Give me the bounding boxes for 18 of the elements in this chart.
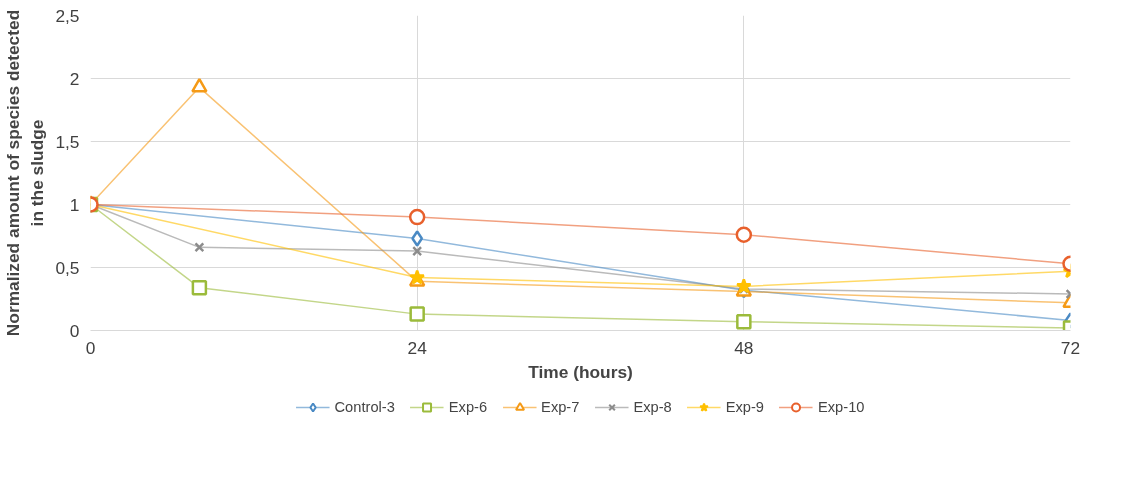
y-tick-label: 2,5 xyxy=(55,5,80,26)
x-axis-title: Time (hours) xyxy=(528,361,633,382)
legend-label: Exp-6 xyxy=(448,398,488,415)
y-tick-label: 0 xyxy=(69,320,80,341)
y-tick-label: 0,5 xyxy=(55,257,80,278)
x-tick-label: 24 xyxy=(407,337,428,358)
legend-label: Exp-8 xyxy=(633,398,672,415)
legend-label: Control-3 xyxy=(334,398,395,415)
y-axis-title: Normalized amount of species detected in the sludge xyxy=(3,9,48,337)
legend-label: Exp-9 xyxy=(725,398,765,415)
x-tick-label: 0 xyxy=(85,337,96,358)
x-tick-label: 48 xyxy=(734,337,754,358)
legend-label: Exp-10 xyxy=(818,398,865,415)
y-tick-label: 1,5 xyxy=(55,131,80,152)
x-tick-label: 72 xyxy=(1060,337,1081,358)
y-tick-label: 1 xyxy=(69,194,80,215)
legend-label: Exp-7 xyxy=(541,398,580,415)
y-tick-label: 2 xyxy=(69,68,80,89)
